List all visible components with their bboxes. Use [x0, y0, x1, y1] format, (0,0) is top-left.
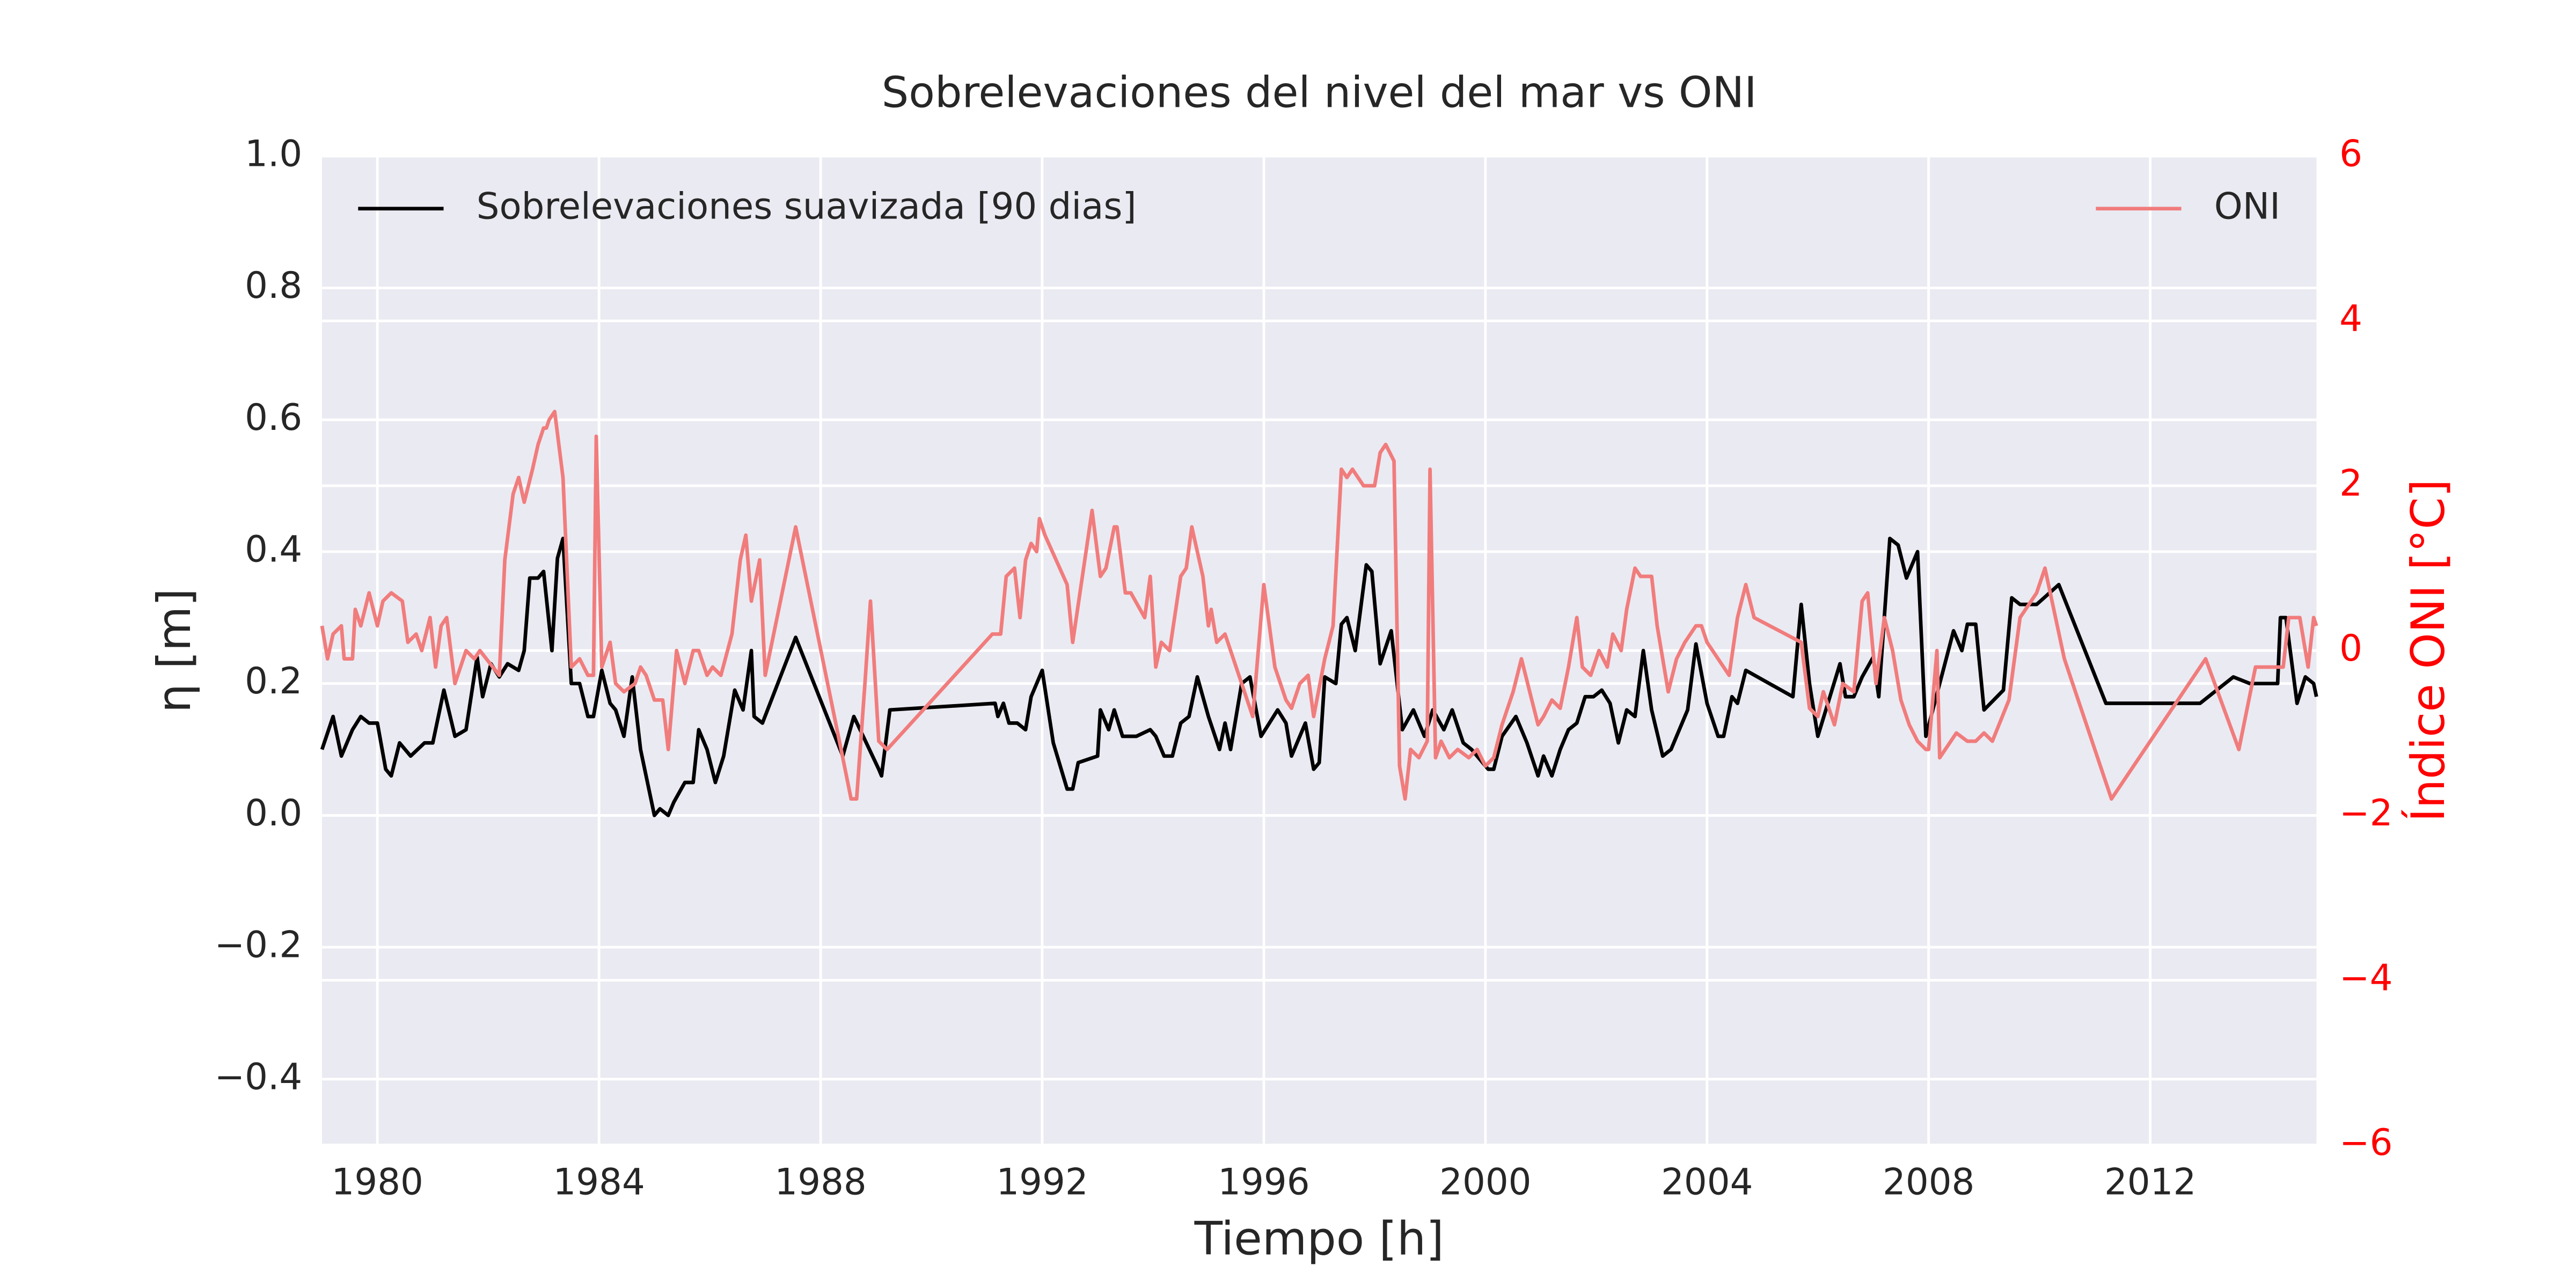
y2-tick-label: 6: [2339, 132, 2362, 174]
y2-tick-label: 2: [2339, 462, 2362, 504]
y-tick-label: 0.8: [245, 264, 302, 306]
y2-tick-label: 0: [2339, 627, 2362, 669]
y-axis-label: η [m]: [148, 588, 201, 713]
y-tick-label: −0.4: [215, 1055, 303, 1097]
chart-title: Sobrelevaciones del nivel del mar vs ONI: [882, 68, 1757, 118]
legend-label: Sobrelevaciones suavizada [90 dias]: [477, 185, 1137, 227]
y2-tick-label: −4: [2339, 956, 2392, 999]
x-tick-label: 1980: [332, 1161, 423, 1203]
x-tick-label: 2004: [1661, 1161, 1753, 1203]
y2-axis-label: Índice ONI [°C]: [2401, 479, 2455, 822]
x-tick-label: 1988: [774, 1161, 866, 1203]
y-tick-label: 0.6: [245, 396, 302, 438]
series-line: [320, 409, 2318, 801]
y-tick-label: 0.4: [245, 528, 302, 570]
y2-tick-label: 4: [2339, 297, 2362, 340]
y-tick-label: 1.0: [245, 132, 302, 174]
y-tick-label: −0.2: [215, 924, 303, 966]
x-tick-label: 2012: [2104, 1161, 2196, 1203]
legend-label: ONI: [2214, 185, 2280, 227]
y-tick-label: 0.0: [245, 792, 302, 834]
x-tick-label: 1984: [553, 1161, 645, 1203]
x-tick-label: 1992: [996, 1161, 1088, 1203]
x-tick-label: 2000: [1439, 1161, 1531, 1203]
x-tick-label: 2008: [1883, 1161, 1974, 1203]
y-tick-label: 0.2: [245, 660, 302, 702]
x-tick-label: 1996: [1218, 1161, 1309, 1203]
y2-tick-label: −6: [2339, 1121, 2392, 1163]
y2-tick-label: −2: [2339, 792, 2392, 834]
x-axis-label: Tiempo [h]: [1194, 1212, 1444, 1266]
series-line: [320, 537, 2318, 817]
